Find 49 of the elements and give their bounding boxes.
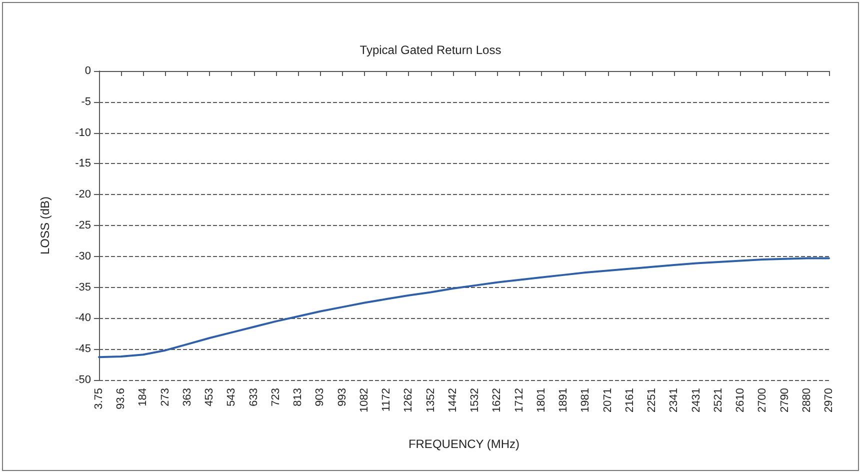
x-tick-label: 1532 [469,388,482,412]
y-tick-label: -20 [75,188,91,201]
x-tick-label: 723 [270,388,282,406]
y-tick-label: -40 [75,312,91,324]
x-tick-label: 813 [292,388,304,406]
x-tick-label: 93.6 [115,388,128,410]
y-axis-title: LOSS (dB) [38,196,52,255]
x-tick-label: 363 [181,388,194,406]
y-tick-label: -5 [81,96,91,108]
x-axis-title: FREQUENCY (MHz) [408,437,520,451]
x-tick-label: 2341 [668,388,680,412]
x-tick-label: 1082 [358,388,370,412]
x-tick-label: 2700 [756,388,769,412]
x-tick-label: 2431 [690,388,702,412]
x-tick-label: 903 [314,388,326,406]
chart-title: Typical Gated Return Loss [360,43,502,57]
y-tick-label: -30 [75,250,91,262]
x-tick-label: 1981 [580,388,592,412]
x-tick-label: 1442 [446,388,459,412]
x-tick-label: 1262 [402,388,415,412]
y-tick-label: -50 [75,374,91,386]
x-tick-label: 453 [204,388,216,406]
x-tick-label: 3.75 [93,388,105,410]
x-tick-label: 1801 [535,388,548,412]
x-tick-label: 2071 [602,388,614,412]
x-tick-label: 1172 [380,388,393,412]
x-tick-label: 543 [226,388,238,406]
y-tick-label: -35 [75,281,91,294]
y-tick-label: -10 [75,126,91,139]
x-tick-label: 2970 [823,388,835,412]
x-tick-label: 2521 [712,388,724,412]
x-tick-label: 633 [248,388,260,406]
x-tick-label: 993 [336,388,348,406]
x-tick-label: 2251 [646,388,658,412]
x-tick-label: 1352 [424,388,437,412]
x-tick-label: 2161 [624,388,636,412]
x-tick-label: 1891 [558,388,570,412]
x-tick-label: 184 [137,388,150,406]
line-series [98,257,830,358]
x-tick-label: 2880 [800,388,813,412]
x-tick-label: 1712 [513,388,526,412]
y-tick-label: -45 [75,343,91,356]
y-tick-label: -25 [75,220,91,232]
x-tick-label: 273 [159,388,172,406]
x-tick-label: 2790 [778,388,791,412]
y-tick-label: -15 [75,158,91,170]
x-tick-label: 2610 [734,388,747,412]
y-tick-label: 0 [84,65,91,77]
x-tick-label: 1622 [491,388,504,412]
